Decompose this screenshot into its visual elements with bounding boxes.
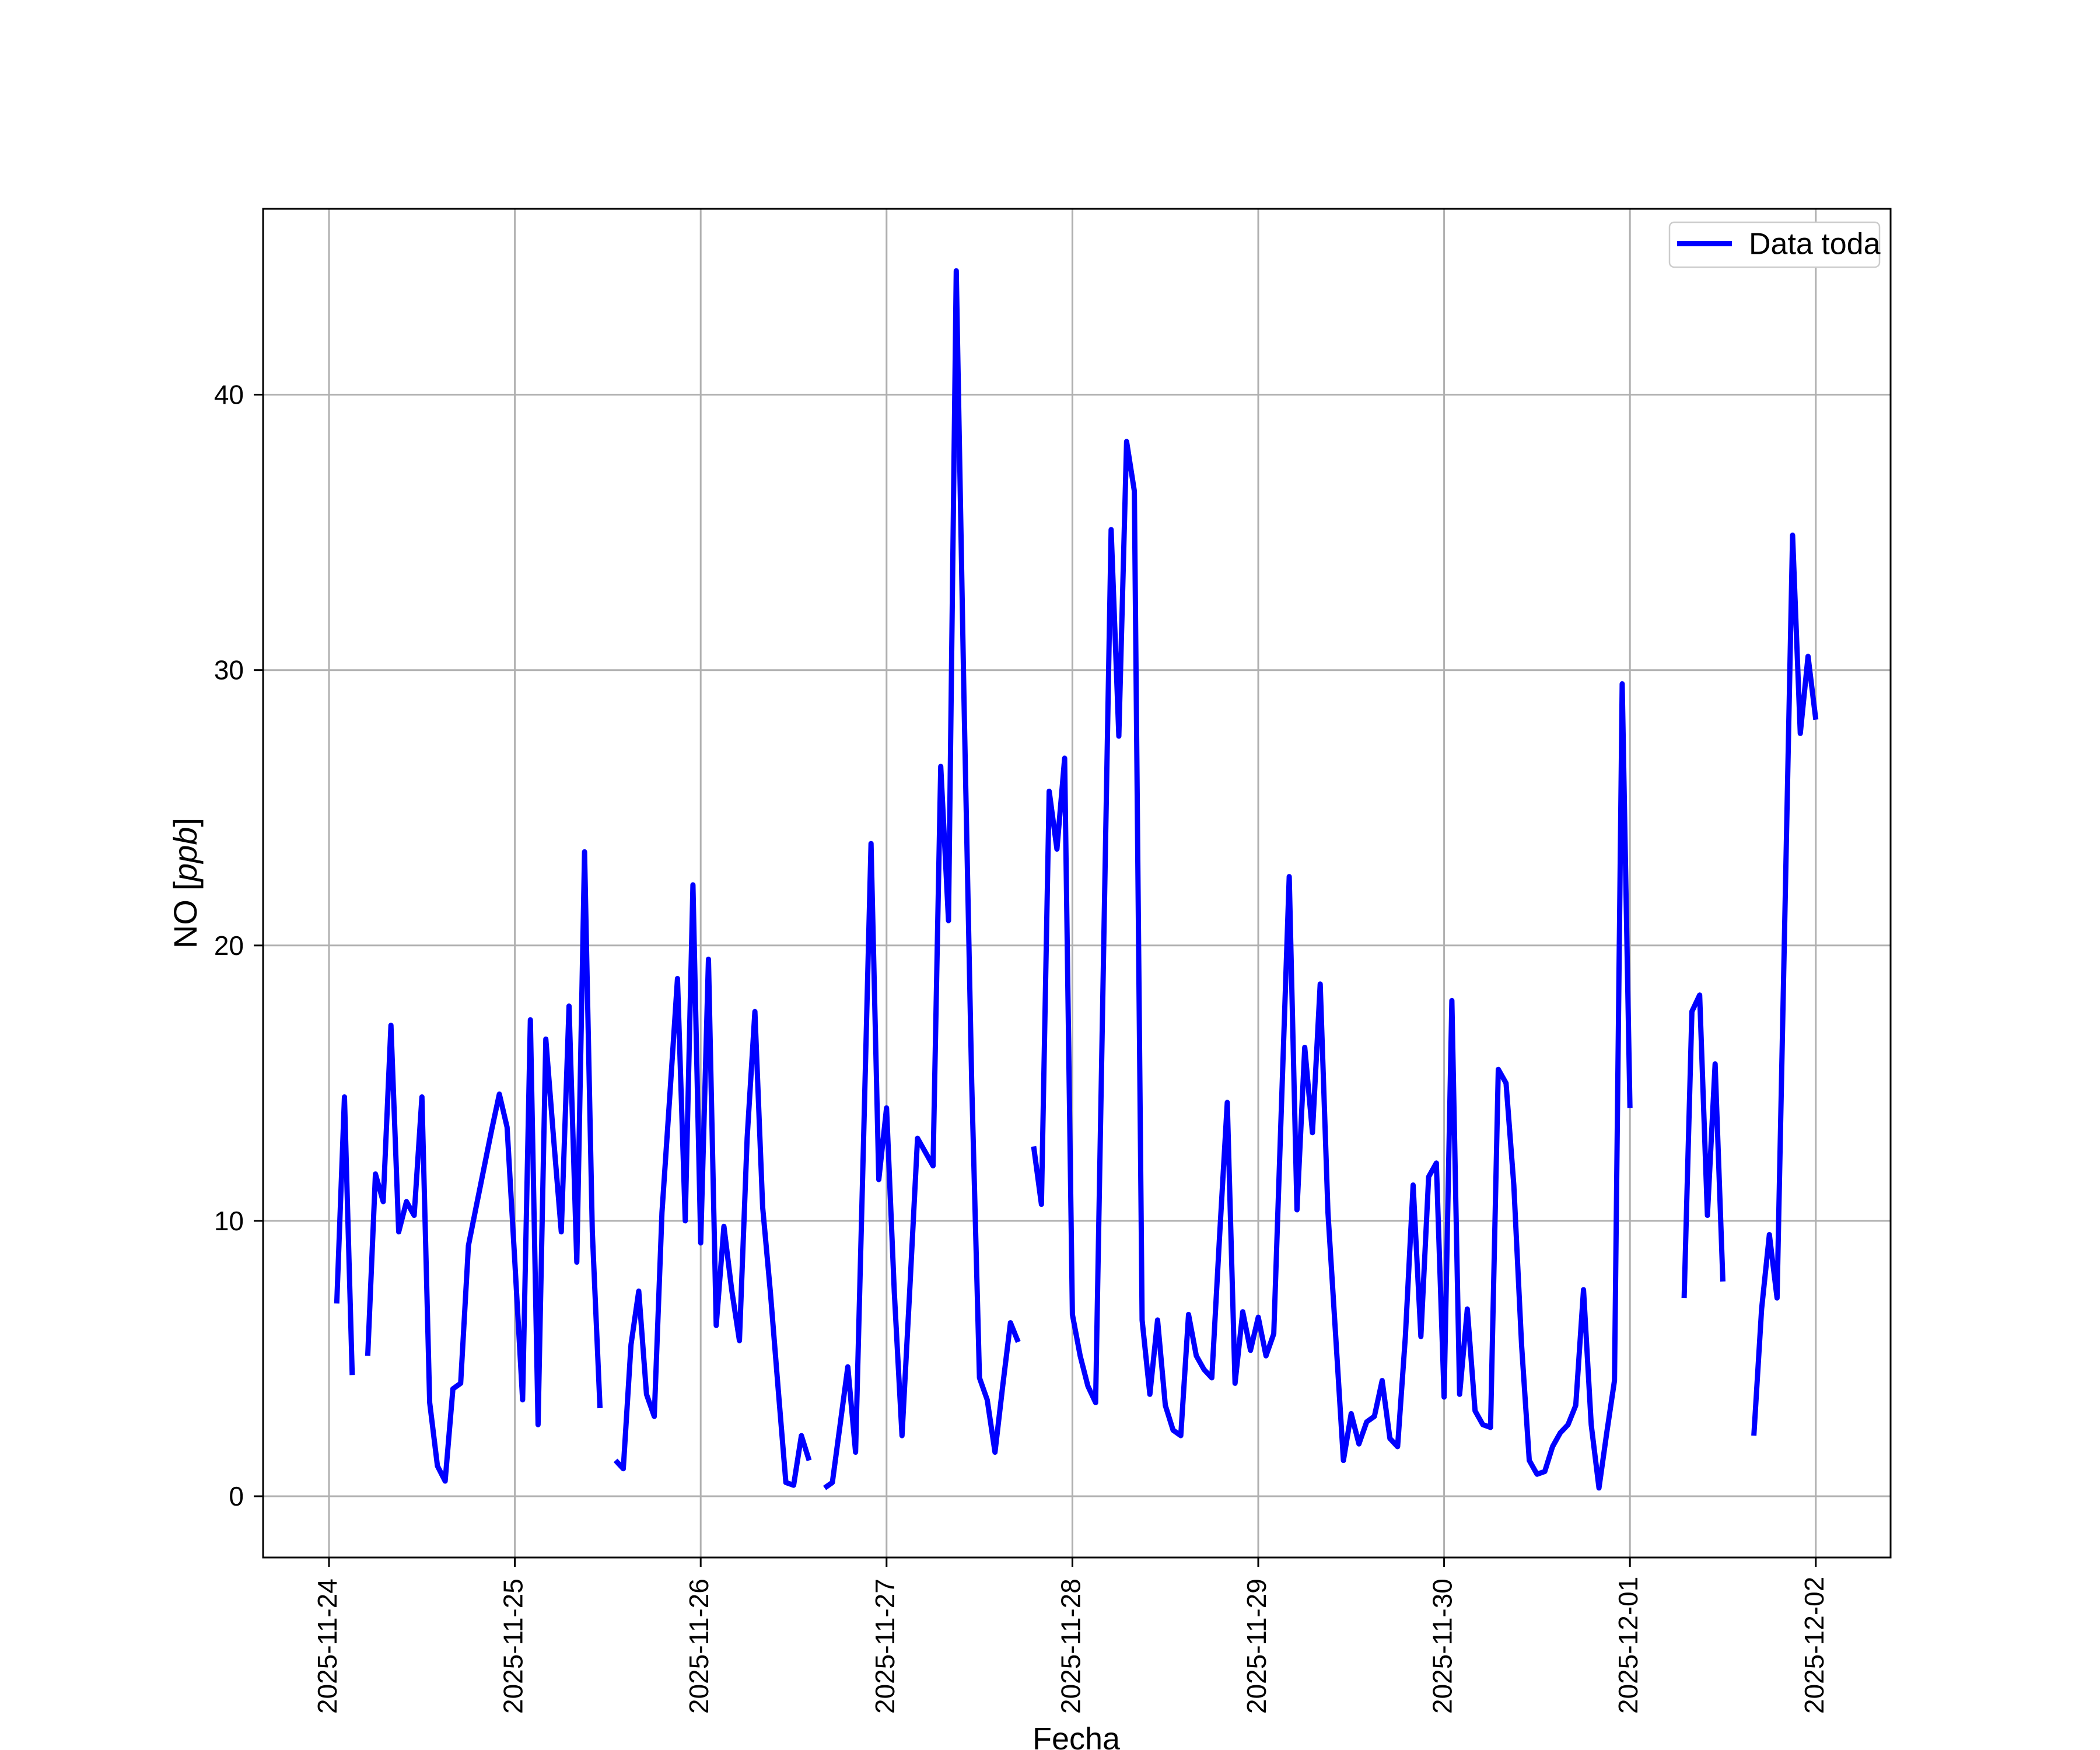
- svg-text:2025-12-02: 2025-12-02: [1799, 1577, 1829, 1714]
- svg-text:2025-11-30: 2025-11-30: [1427, 1578, 1458, 1714]
- svg-text:2025-11-25: 2025-11-25: [498, 1578, 528, 1714]
- svg-text:Data toda: Data toda: [1749, 228, 1881, 261]
- svg-text:2025-12-01: 2025-12-01: [1613, 1577, 1643, 1714]
- svg-text:40: 40: [214, 380, 244, 410]
- svg-text:2025-11-24: 2025-11-24: [312, 1578, 342, 1714]
- svg-text:20: 20: [214, 930, 244, 961]
- svg-text:NO [ppb]: NO [ppb]: [167, 818, 204, 949]
- svg-text:2025-11-28: 2025-11-28: [1055, 1578, 1086, 1714]
- svg-text:2025-11-26: 2025-11-26: [684, 1578, 714, 1714]
- svg-text:2025-11-27: 2025-11-27: [870, 1578, 900, 1714]
- svg-text:30: 30: [214, 655, 244, 685]
- svg-text:Fecha: Fecha: [1032, 1721, 1121, 1750]
- svg-text:10: 10: [214, 1206, 244, 1236]
- svg-text:2025-11-29: 2025-11-29: [1241, 1578, 1272, 1714]
- svg-text:0: 0: [229, 1481, 244, 1511]
